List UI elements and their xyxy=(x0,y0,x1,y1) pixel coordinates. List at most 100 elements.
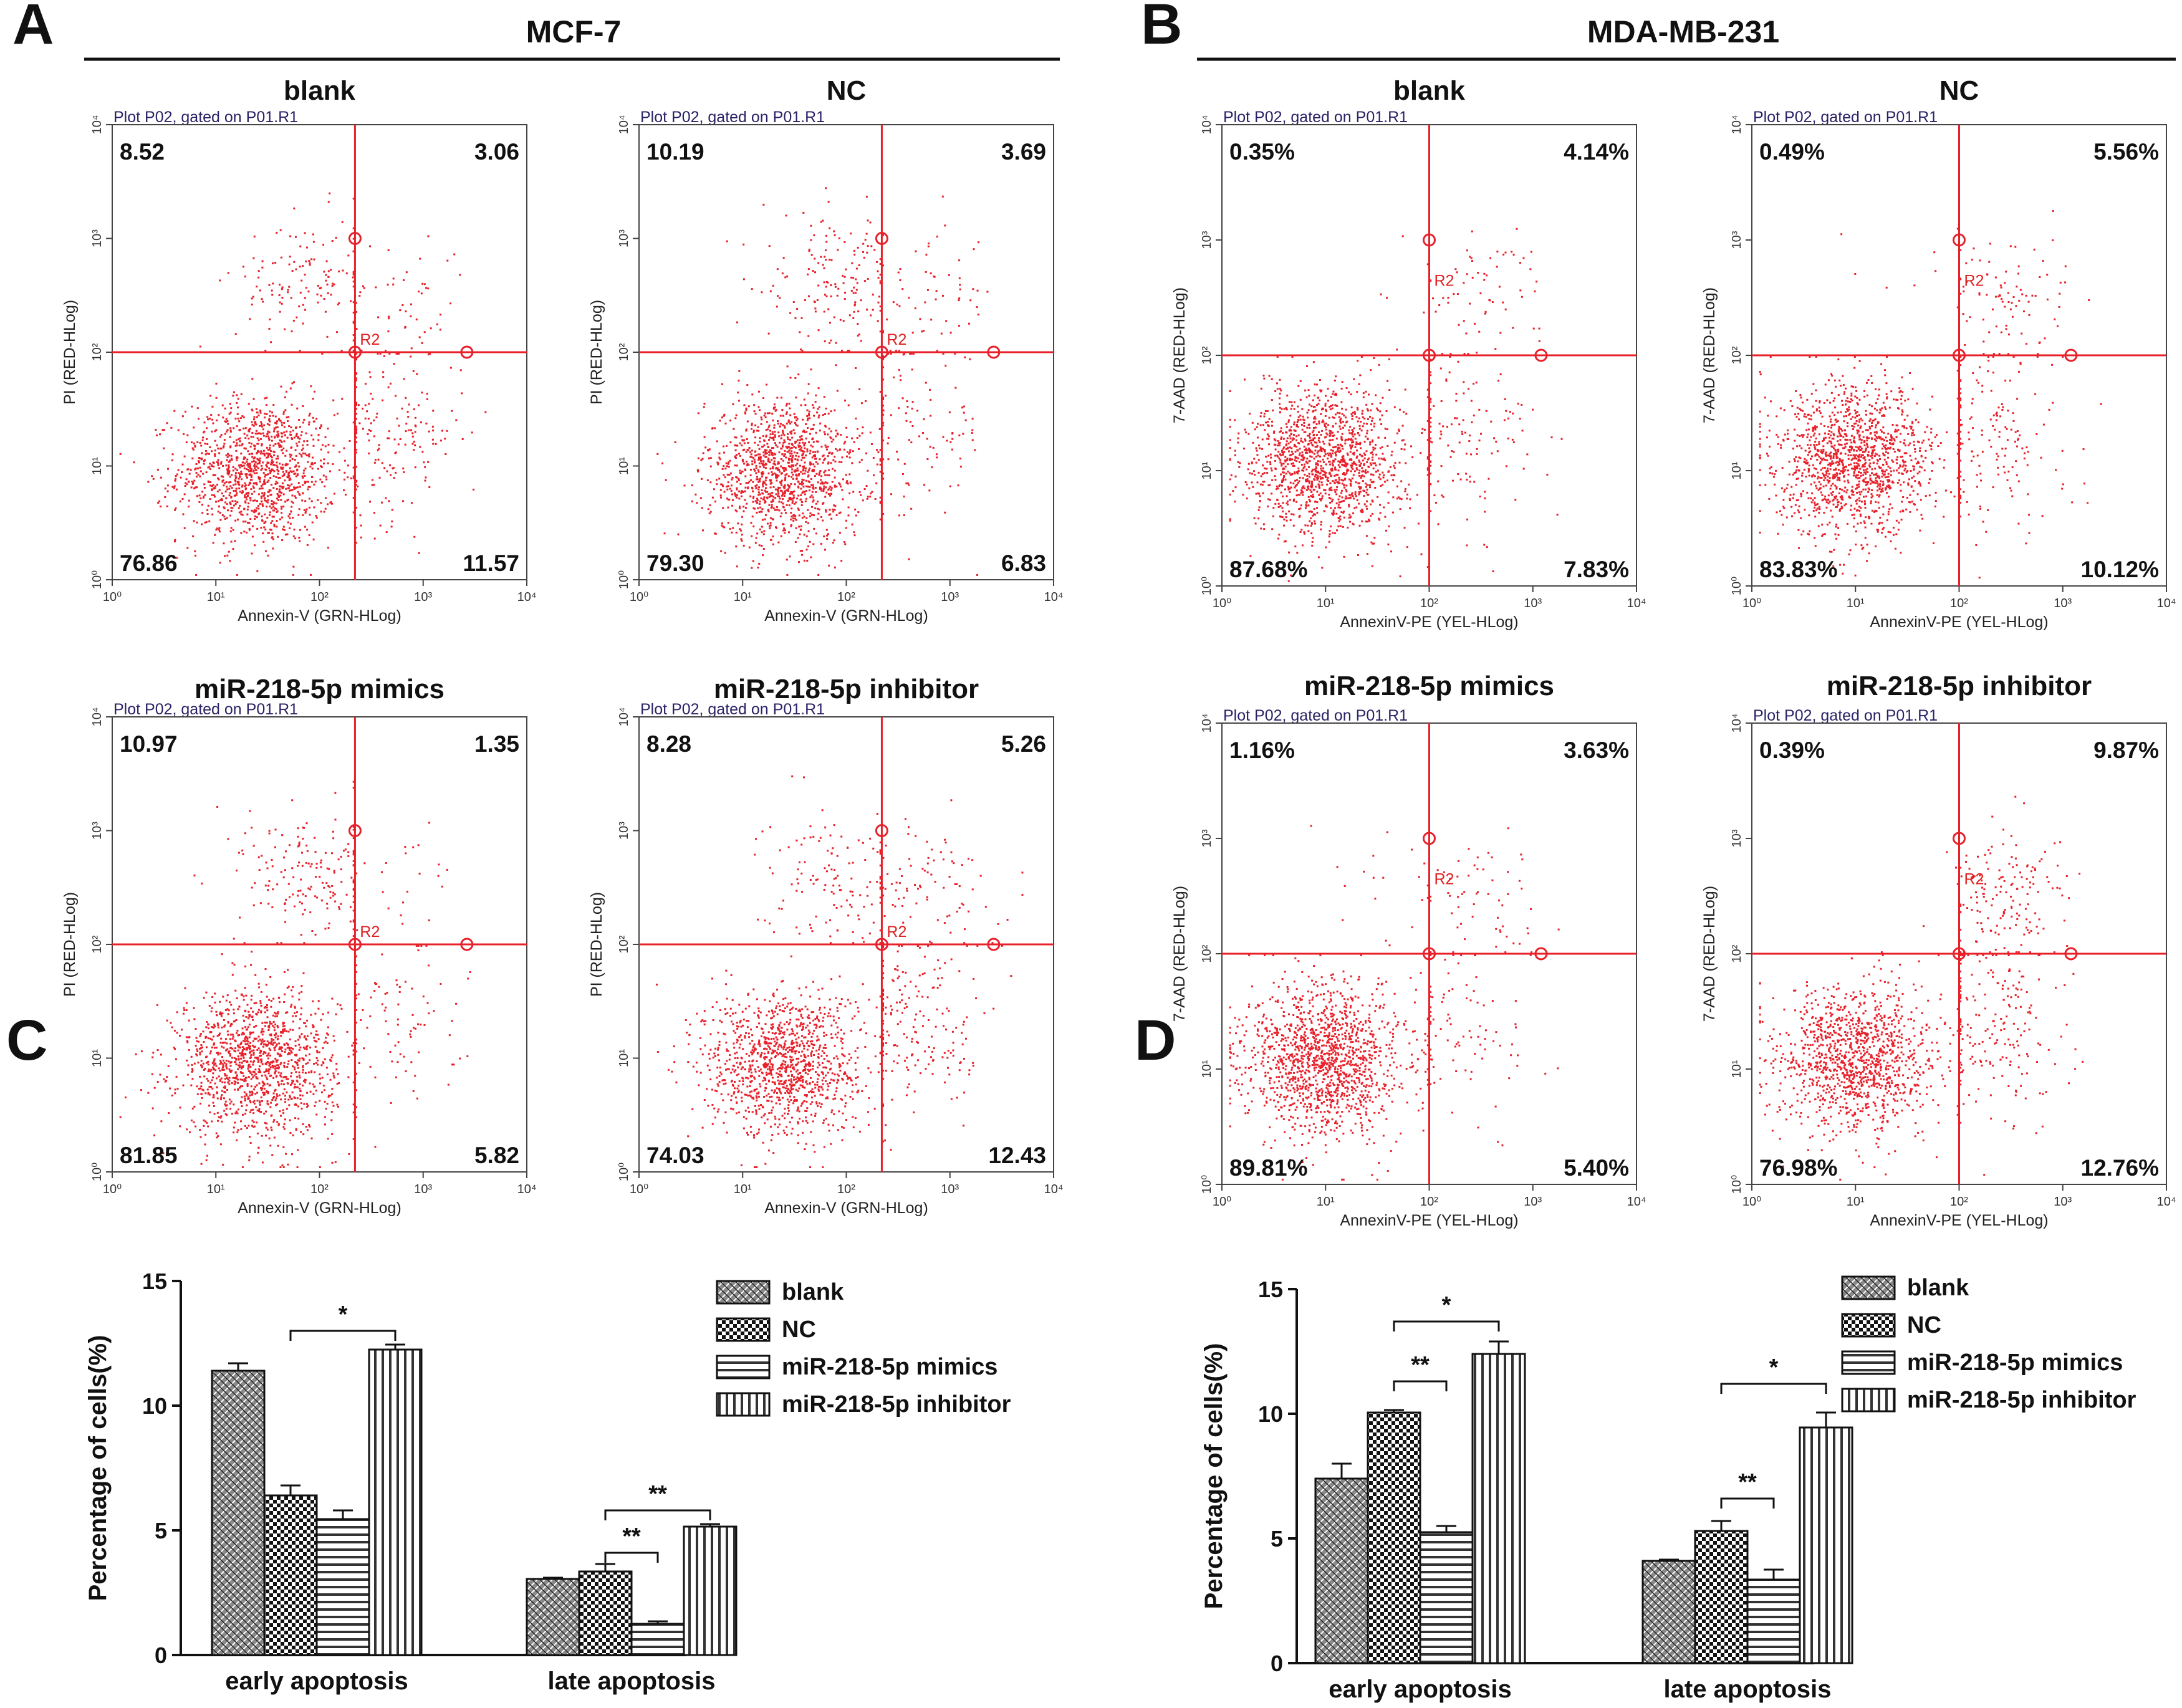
event-dot xyxy=(845,436,848,438)
event-dot xyxy=(245,468,248,471)
event-dot xyxy=(701,477,703,480)
event-dot xyxy=(819,471,821,474)
event-dot xyxy=(842,498,844,501)
event-dot xyxy=(732,403,734,406)
event-dot xyxy=(390,525,393,528)
event-dot xyxy=(352,787,355,789)
event-dot xyxy=(249,1142,252,1144)
event-dot xyxy=(903,463,906,465)
event-dots xyxy=(119,192,487,576)
event-dot xyxy=(759,477,761,480)
event-dot xyxy=(951,438,954,440)
event-dot xyxy=(155,428,157,431)
event-dot xyxy=(755,472,757,474)
event-dot xyxy=(257,1071,260,1073)
event-dot xyxy=(254,882,256,885)
event-dot xyxy=(857,334,859,337)
event-dot xyxy=(223,1019,225,1021)
event-dot xyxy=(315,428,317,430)
event-dot xyxy=(355,542,358,544)
event-dot xyxy=(381,1003,383,1005)
event-dot xyxy=(266,1082,269,1085)
event-dot xyxy=(246,1060,249,1063)
event-dot xyxy=(151,475,153,477)
event-dot xyxy=(214,453,216,456)
event-dot xyxy=(795,396,797,399)
event-dot xyxy=(814,475,816,477)
event-dot xyxy=(265,469,267,471)
event-dot xyxy=(756,497,758,500)
event-dot xyxy=(276,1064,278,1067)
event-dot xyxy=(352,888,355,891)
event-dot xyxy=(266,1091,268,1093)
event-dot xyxy=(224,1085,226,1088)
event-dot xyxy=(787,500,789,502)
event-dot xyxy=(208,1105,211,1107)
event-dot xyxy=(279,420,282,422)
event-dot xyxy=(414,416,416,419)
event-dot xyxy=(287,986,290,988)
event-dot xyxy=(272,487,275,489)
event-dot xyxy=(771,437,774,439)
event-dot xyxy=(307,862,310,865)
event-dot xyxy=(246,1043,249,1045)
event-dot xyxy=(247,495,249,497)
event-dot xyxy=(208,466,211,468)
event-dot xyxy=(315,517,318,519)
event-dot xyxy=(759,409,761,411)
event-dot xyxy=(829,227,831,229)
event-dot xyxy=(797,446,800,448)
event-dot xyxy=(291,270,294,272)
event-dot xyxy=(805,549,808,551)
event-dot xyxy=(719,458,721,461)
event-dot xyxy=(309,1059,311,1062)
event-dot xyxy=(740,435,743,438)
event-dot xyxy=(755,537,757,539)
event-dot xyxy=(728,461,730,464)
event-dot xyxy=(246,508,249,511)
event-dot xyxy=(230,1100,233,1103)
event-dot xyxy=(223,482,226,484)
event-dot xyxy=(852,491,855,493)
event-dot xyxy=(329,470,332,473)
event-dot xyxy=(366,1027,368,1029)
event-dot xyxy=(285,898,287,901)
y-tick-label: 10⁴ xyxy=(90,115,104,135)
event-dot xyxy=(795,527,797,529)
event-dot xyxy=(410,303,412,305)
event-dot xyxy=(233,1131,235,1134)
event-dot xyxy=(830,517,833,520)
event-dot xyxy=(283,1022,286,1024)
event-dot xyxy=(867,277,869,280)
event-dot xyxy=(870,443,873,445)
event-dot xyxy=(260,1087,262,1090)
event-dot xyxy=(420,1024,422,1026)
event-dot xyxy=(205,991,208,994)
event-dot xyxy=(825,234,828,237)
gate-handle xyxy=(460,938,474,951)
event-dot xyxy=(825,446,828,449)
event-dot xyxy=(275,481,277,483)
event-dot xyxy=(899,268,901,271)
event-dot xyxy=(258,432,261,434)
event-dot xyxy=(299,1035,301,1037)
event-dot xyxy=(286,987,289,989)
event-dot xyxy=(276,511,278,514)
event-dot xyxy=(218,527,221,529)
event-dot xyxy=(265,1110,267,1113)
event-dot xyxy=(844,543,847,545)
event-dot xyxy=(797,439,799,441)
event-dot xyxy=(783,469,786,472)
event-dot xyxy=(388,315,390,318)
event-dot xyxy=(223,1047,225,1049)
event-dot xyxy=(296,316,298,319)
event-dot xyxy=(307,486,310,488)
event-dot xyxy=(254,433,257,435)
event-dot xyxy=(188,1048,190,1051)
event-dot xyxy=(253,1025,256,1028)
event-dot xyxy=(260,495,262,497)
event-dot xyxy=(302,492,304,495)
y-tick-label: 10² xyxy=(90,343,104,361)
event-dot xyxy=(272,1020,275,1023)
event-dot xyxy=(382,371,385,373)
